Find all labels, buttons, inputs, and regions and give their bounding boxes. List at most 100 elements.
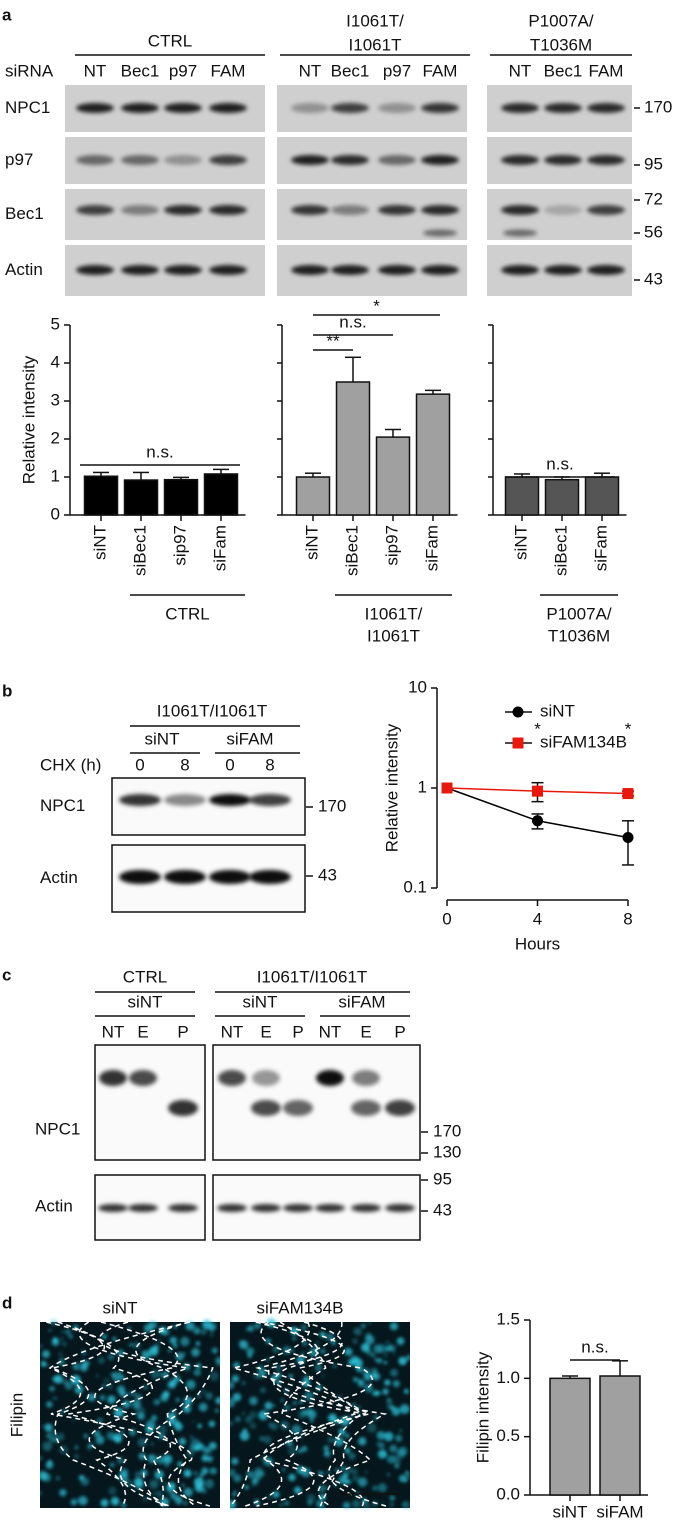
band [283, 1204, 313, 1212]
band [209, 205, 247, 215]
signal-speck [93, 1430, 101, 1437]
signal-speck [265, 1338, 271, 1344]
signal-speck [360, 1343, 370, 1353]
band [351, 1204, 381, 1212]
signal-speck [192, 1421, 195, 1424]
band [351, 1100, 381, 1116]
signal-speck [185, 1379, 196, 1390]
signal-speck [373, 1389, 380, 1397]
signal-speck [279, 1502, 284, 1507]
marker-label: 130 [433, 1142, 461, 1161]
signal-speck [399, 1429, 402, 1432]
signal-speck [284, 1500, 289, 1506]
lane-label: E [137, 1022, 148, 1041]
signal-speck [366, 1349, 372, 1356]
signal-speck [116, 1385, 126, 1394]
lane-label: NT [299, 61, 322, 80]
signal-speck [300, 1351, 305, 1356]
signal-speck [133, 1477, 144, 1487]
group-label: siFAM [226, 729, 273, 748]
signal-speck [402, 1501, 411, 1510]
signal-speck [301, 1445, 308, 1452]
band [121, 265, 159, 275]
signal-speck [246, 1347, 255, 1356]
signal-speck [205, 1391, 213, 1400]
signal-speck [247, 1325, 255, 1332]
significance-label: n.s. [581, 1337, 608, 1356]
band [129, 1070, 157, 1086]
band [291, 205, 329, 215]
lane-label: 8 [265, 755, 274, 774]
signal-speck [41, 1350, 50, 1359]
signal-speck [376, 1441, 380, 1446]
lane-label: P [394, 1022, 405, 1041]
signal-speck [361, 1323, 366, 1329]
signal-speck [357, 1477, 368, 1487]
signal-speck [61, 1341, 67, 1347]
signal-speck [399, 1404, 410, 1415]
signal-speck [306, 1493, 316, 1503]
signal-speck [249, 1422, 257, 1430]
signal-speck [209, 1467, 217, 1475]
band [121, 205, 159, 215]
signal-speck [239, 1431, 250, 1441]
signal-speck [88, 1443, 92, 1448]
legend-label: siFAM134B [540, 732, 627, 751]
signal-speck [195, 1341, 201, 1346]
group-title: I1061T/I1061T [257, 967, 368, 986]
signal-speck [303, 1341, 307, 1346]
band [378, 265, 416, 275]
signal-speck [177, 1461, 183, 1467]
signal-speck [97, 1356, 105, 1364]
cell-outline [135, 1321, 196, 1507]
signal-speck [149, 1454, 153, 1458]
signal-speck [392, 1380, 400, 1388]
signal-speck [68, 1334, 73, 1339]
lane-label: Bec1 [121, 61, 160, 80]
cell-outline [88, 1321, 179, 1507]
signal-speck [210, 1331, 214, 1334]
group-label: siNT [128, 992, 163, 1011]
signal-speck [391, 1347, 395, 1352]
band [378, 103, 416, 113]
signal-speck [157, 1339, 161, 1343]
signal-speck [358, 1378, 362, 1383]
band [587, 205, 625, 215]
band [421, 265, 459, 275]
signal-speck [110, 1496, 120, 1506]
band [503, 229, 537, 237]
signal-speck [244, 1485, 249, 1490]
marker-label: 170 [318, 796, 346, 815]
signal-speck [60, 1337, 64, 1340]
signal-speck [377, 1483, 387, 1493]
signal-speck [109, 1357, 112, 1360]
signal-speck [300, 1324, 308, 1331]
signal-speck [383, 1353, 388, 1358]
x-tick-label: siNT [511, 525, 530, 560]
bar [375, 436, 411, 516]
signal-speck [169, 1379, 177, 1388]
signal-speck [293, 1486, 302, 1494]
group-label: T1036M [548, 626, 610, 645]
signal-speck [274, 1364, 283, 1372]
signal-speck [71, 1419, 75, 1422]
signal-speck [306, 1430, 309, 1433]
signal-speck [182, 1404, 192, 1414]
y-tick-label: 4 [51, 352, 60, 371]
signal-speck [154, 1469, 164, 1480]
signal-speck [389, 1502, 394, 1507]
signal-speck [244, 1415, 253, 1424]
bar [584, 476, 620, 516]
lane-label: Bec1 [544, 61, 583, 80]
group-label: CTRL [165, 604, 209, 623]
signal-speck [118, 1471, 129, 1482]
signal-speck [270, 1422, 278, 1431]
signal-speck [156, 1490, 163, 1497]
signal-speck [344, 1447, 351, 1454]
signal-speck [59, 1488, 67, 1497]
bar [415, 393, 451, 516]
group-title: CTRL [148, 31, 192, 50]
signal-speck [352, 1468, 358, 1475]
signal-speck [376, 1430, 386, 1440]
signal-speck [193, 1477, 204, 1488]
